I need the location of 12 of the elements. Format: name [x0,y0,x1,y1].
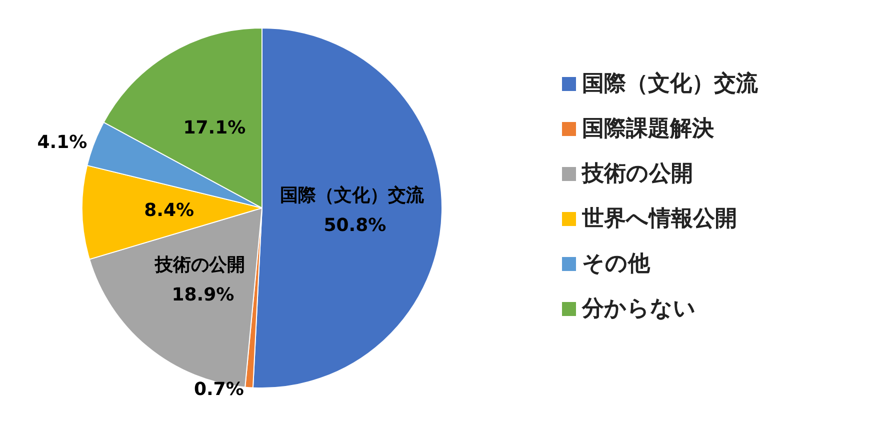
data-label: 17.1% [183,118,246,139]
legend-label: 技術の公開 [581,162,693,186]
legend-label: 国際（文化）交流 [582,70,759,96]
legend-label: 国際課題解決 [582,116,715,142]
data-label: 技術の公開 18.9% [154,254,252,306]
data-label: 国際（文化）交流 50.8% [280,184,430,236]
legend-label: 分からない [581,296,696,322]
legend-label: その他 [582,252,651,276]
legend-label: 世界へ情報公開 [581,206,737,232]
data-label: 4.1% [37,132,88,154]
data-label: 8.4% [144,200,194,221]
data-label: 0.7% [194,379,244,400]
